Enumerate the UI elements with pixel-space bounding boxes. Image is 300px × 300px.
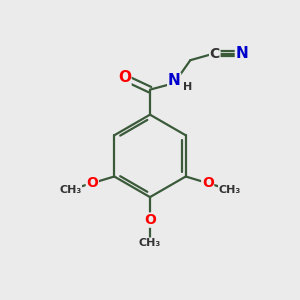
Text: C: C (210, 47, 220, 61)
Text: CH₃: CH₃ (59, 185, 81, 195)
Text: N: N (168, 73, 181, 88)
Text: O: O (118, 70, 131, 86)
Text: H: H (183, 82, 192, 92)
Text: O: O (202, 176, 214, 190)
Text: CH₃: CH₃ (139, 238, 161, 248)
Text: O: O (86, 176, 98, 190)
Text: CH₃: CH₃ (219, 185, 241, 195)
Text: N: N (236, 46, 248, 61)
Text: O: O (144, 213, 156, 227)
